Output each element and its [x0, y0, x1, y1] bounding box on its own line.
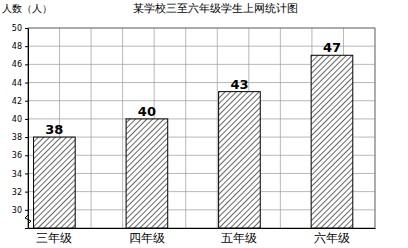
y-tick-mark: [25, 64, 28, 65]
y-tick-label: 36: [12, 151, 22, 160]
x-axis-line: [29, 228, 376, 229]
y-tick-label: 44: [12, 79, 22, 88]
bar: [34, 137, 76, 228]
y-tick-label: 34: [12, 170, 22, 179]
chart-container: 38 40 43 47 30 32 34 36 38 40 42 44 46 48 50 三年级 四年级 五年级 六…: [0, 0, 408, 248]
y-tick: 42: [12, 97, 28, 106]
y-tick-label: 48: [12, 42, 22, 51]
data-label: 43: [230, 77, 248, 92]
y-tick: 46: [12, 60, 28, 69]
y-tick: 40: [12, 115, 28, 124]
y-tick-mark: [25, 28, 28, 29]
vertical-grid-line: [122, 28, 123, 228]
y-tick-label: 38: [12, 133, 22, 142]
plot-frame: [28, 28, 375, 228]
y-tick-label: 32: [12, 188, 22, 197]
vertical-grid: [28, 28, 375, 228]
y-tick: 34: [12, 170, 28, 179]
x-axis: 三年级 四年级 五年级 六年级: [29, 228, 376, 245]
y-tick-label: 46: [12, 60, 22, 69]
x-tick-label: 三年级: [36, 231, 72, 245]
y-tick-mark: [25, 46, 28, 47]
x-tick: 三年级: [36, 228, 72, 245]
y-tick: 44: [12, 79, 28, 88]
y-tick: 50: [12, 24, 28, 33]
x-tick: 五年级: [221, 228, 257, 245]
y-tick: 48: [12, 42, 28, 51]
y-tick-mark: [25, 119, 28, 120]
x-tick: 六年级: [314, 228, 350, 245]
bars: [34, 55, 353, 228]
data-label: 40: [138, 104, 156, 119]
y-axis-title: 人数（人）: [2, 3, 52, 14]
y-tick: 30: [12, 206, 28, 215]
y-tick-label: 50: [12, 24, 22, 33]
data-labels: 38 40 43 47: [45, 40, 341, 137]
bar: [126, 119, 168, 228]
y-tick-label: 30: [12, 206, 22, 215]
y-tick-label: 42: [12, 97, 22, 106]
vertical-grid-line: [185, 28, 186, 228]
y-tick-mark: [25, 192, 28, 193]
title: 某学校三至六年级学生上网统计图: [133, 2, 298, 15]
y-axis: 30 32 34 36 38 40 42 44 46 48 50: [12, 24, 29, 228]
y-tick-mark: [25, 173, 28, 174]
y-tick: 32: [12, 188, 28, 197]
x-tick-label: 五年级: [221, 231, 257, 245]
vertical-grid-line: [217, 28, 218, 228]
data-label: 47: [323, 40, 341, 55]
y-tick: 36: [12, 151, 28, 160]
bar: [311, 55, 353, 228]
y-tick-mark: [25, 137, 28, 138]
bar: [219, 92, 261, 228]
y-tick-mark: [25, 83, 28, 84]
y-tick-mark: [25, 155, 28, 156]
axis-break: [25, 215, 31, 224]
plot: 38 40 43 47 30 32 34 36 38 40 42 44 46 48 50 三年级 四年级 五年级 六…: [12, 24, 376, 245]
y-tick-mark: [25, 101, 28, 102]
y-tick-mark: [25, 210, 28, 211]
vertical-grid-line: [91, 28, 92, 228]
x-tick-label: 四年级: [129, 231, 165, 245]
data-label: 38: [45, 122, 63, 137]
x-tick: 四年级: [129, 228, 165, 245]
y-tick: 38: [12, 133, 28, 142]
y-tick-label: 40: [12, 115, 22, 124]
y-axis-line: [25, 29, 29, 229]
chart-svg: 38 40 43 47 30 32 34 36 38 40 42 44 46 48 50 三年级 四年级 五年级 六…: [0, 0, 408, 248]
vertical-grid-line: [280, 28, 281, 228]
x-tick-label: 六年级: [314, 231, 350, 245]
